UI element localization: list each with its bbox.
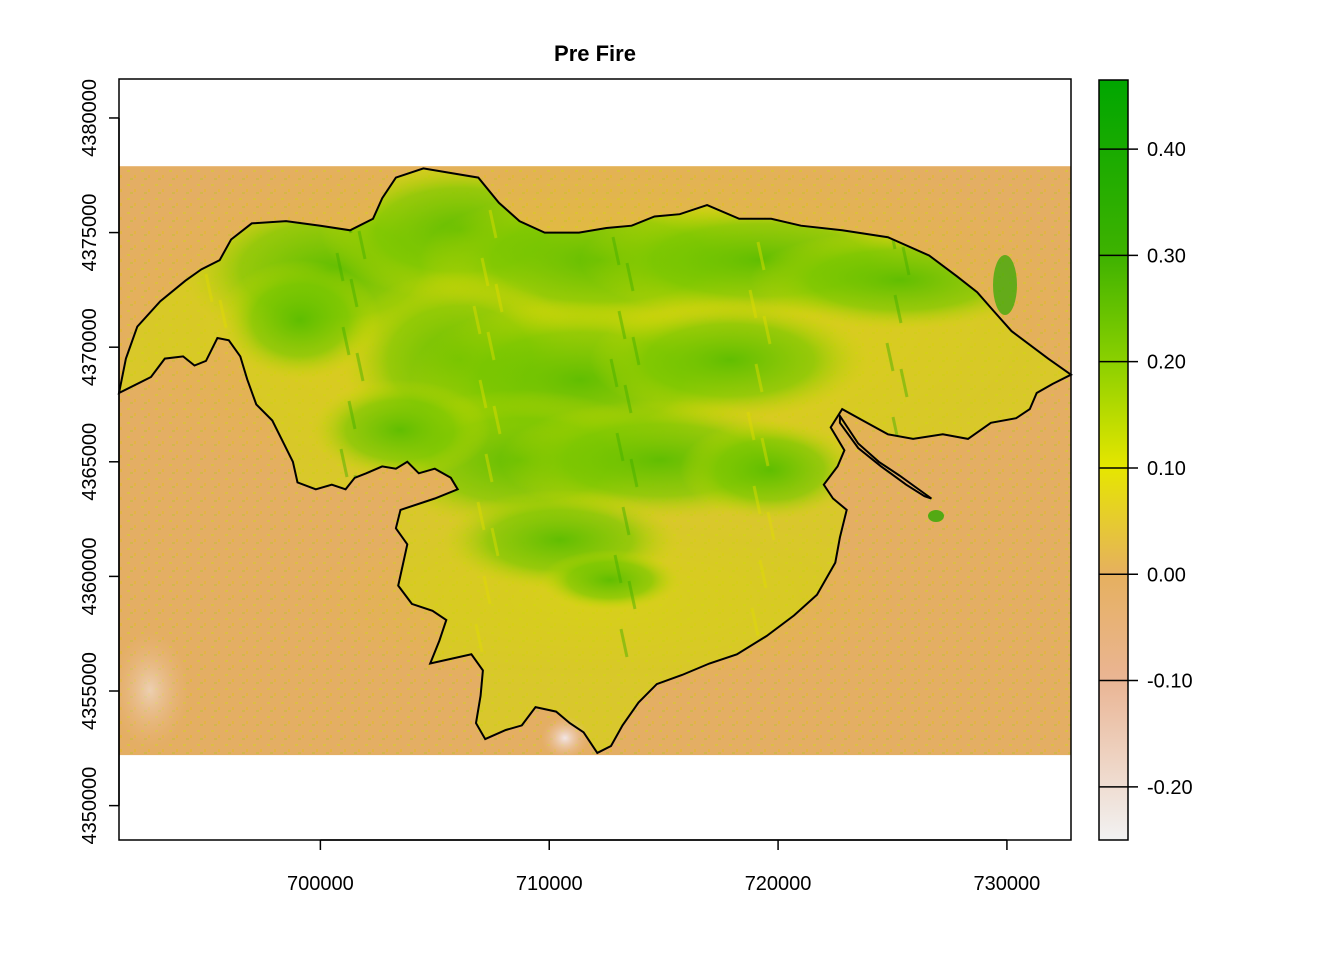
y-tick-label: 4380000 <box>79 79 101 157</box>
ridge-stroke <box>611 236 621 266</box>
patch-low-west <box>119 630 190 750</box>
ridge-stroke <box>748 289 758 319</box>
legend-tick-label: 0.30 <box>1147 245 1186 267</box>
patch-green <box>220 260 380 380</box>
y-tick-label: 4350000 <box>79 767 101 845</box>
fire-boundary-outline <box>117 167 1073 755</box>
ridge-stroke <box>480 257 490 287</box>
patch-low-south <box>541 716 589 756</box>
ridge-stroke <box>490 527 500 557</box>
color-legend: 0.40 0.30 0.20 0.10 0.00 -0.10 -0.20 <box>1098 79 1193 841</box>
ridge-stroke <box>476 501 486 531</box>
ridge-stroke <box>619 628 629 658</box>
ridge-stroke <box>893 294 903 324</box>
y-tick-label: 4365000 <box>79 423 101 501</box>
y-tick-label: 4360000 <box>79 537 101 615</box>
ridge-stroke <box>488 209 498 239</box>
ridge-stroke <box>492 405 502 435</box>
ridge-stroke <box>484 453 494 483</box>
ridge-stroke <box>762 315 772 345</box>
ridge-stroke <box>355 352 365 382</box>
ridge-stroke <box>335 252 345 282</box>
ridge-stroke <box>357 230 367 260</box>
ridge-stroke <box>609 358 619 388</box>
ridge-stroke <box>746 411 756 441</box>
ridge-stroke <box>766 511 776 541</box>
patch-green-east-small <box>928 510 944 522</box>
ridge-stroke <box>901 246 911 276</box>
ridge-stroke <box>760 437 770 467</box>
legend-tick-label: 0.10 <box>1147 458 1186 480</box>
ridge-stroke <box>339 448 349 478</box>
secondary-outline <box>838 412 932 500</box>
patch-green <box>540 550 680 610</box>
x-tick-label: 730000 <box>974 873 1041 895</box>
patch-green <box>680 420 860 520</box>
y-tick-label: 4370000 <box>79 308 101 386</box>
ridge-stroke <box>621 506 631 536</box>
ridge-stroke <box>478 379 488 409</box>
y-tick-label: 4375000 <box>79 194 101 272</box>
y-axis: 4350000 4355000 4360000 4365000 4370000 43750… <box>79 79 120 845</box>
legend-tick-label: 0.40 <box>1147 139 1186 161</box>
ridge-stroke <box>613 554 623 584</box>
legend-tick-label: -0.20 <box>1147 777 1193 799</box>
ridge-stroke <box>615 432 625 462</box>
ridge-stroke <box>486 331 496 361</box>
patch-green-east <box>993 255 1017 315</box>
ridge-stroke <box>756 241 766 271</box>
patch-green <box>590 300 870 420</box>
x-tick-label: 720000 <box>745 873 812 895</box>
ridge-stroke <box>625 262 635 292</box>
ridge-stroke <box>341 326 351 356</box>
legend-ticks: 0.40 0.30 0.20 0.10 0.00 -0.10 -0.20 <box>1099 139 1193 799</box>
patch-green <box>310 380 490 480</box>
legend-tick-label: -0.10 <box>1147 671 1193 693</box>
ridge-stroke <box>474 623 484 653</box>
y-tick-label: 4355000 <box>79 652 101 730</box>
ridge-stroke <box>472 305 482 335</box>
ridge-stroke <box>349 278 359 308</box>
ridge-stroke <box>631 336 641 366</box>
legend-tick-label: 0.20 <box>1147 352 1186 374</box>
ridge-stroke <box>204 273 214 303</box>
ridge-stroke <box>494 283 504 313</box>
chart-title: Pre Fire <box>554 41 636 66</box>
ridge-stroke <box>482 575 492 605</box>
ridge-stroke <box>627 580 637 610</box>
ridge-stroke <box>218 299 228 329</box>
ridge-stroke <box>617 310 627 340</box>
ridge-stroke <box>758 559 768 589</box>
x-axis: 700000 710000 720000 730000 <box>287 839 1041 895</box>
ridge-stroke <box>885 342 895 372</box>
ridge-stroke <box>754 363 764 393</box>
ridge-stroke <box>629 458 639 488</box>
x-tick-label: 710000 <box>516 873 583 895</box>
ridge-stroke <box>899 368 909 398</box>
ridge-stroke <box>347 400 357 430</box>
ridge-stroke <box>623 384 633 414</box>
raster-layer <box>119 166 1071 756</box>
x-tick-label: 700000 <box>287 873 354 895</box>
legend-colorbar <box>1098 79 1129 841</box>
ridge-stroke <box>750 607 760 637</box>
ridge-stroke <box>752 485 762 515</box>
legend-tick-label: 0.00 <box>1147 564 1186 586</box>
